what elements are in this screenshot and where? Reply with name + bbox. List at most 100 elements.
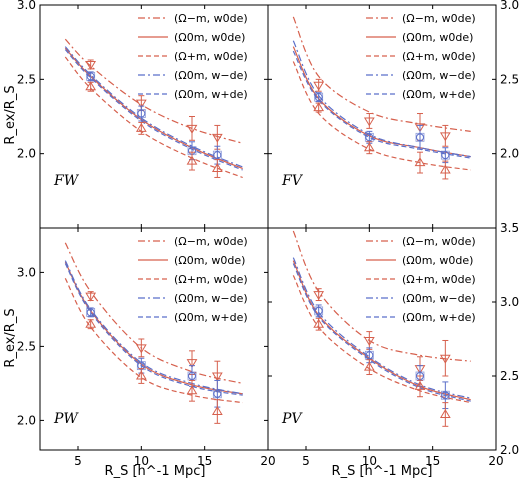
series-line [292,16,471,132]
data-point-marker [314,306,324,316]
data-point-marker [211,163,223,173]
data-point-marker [439,354,451,364]
data-point-marker [212,389,222,399]
legend-label: (Ω−m, w0de) [174,12,248,25]
y-tick-label: 2.0 [500,147,519,161]
legend-label: (Ω0m, w0de) [402,31,473,44]
data-point-marker [314,93,323,102]
data-point-marker [186,124,198,134]
data-point-marker [365,133,374,142]
legend-label: (Ω−m, w0de) [402,235,476,248]
x-tick-label: 15 [425,454,440,468]
x-tick-label: 15 [197,454,212,468]
panel-label: PV [281,411,303,427]
data-point-marker [135,344,147,354]
data-point-marker [415,132,425,142]
data-point-marker [211,372,223,382]
panel-label: FW [53,173,80,189]
data-point-marker [137,109,146,118]
x-tick-label: 20 [260,454,275,468]
legend-label: (Ω0m, w+de) [402,311,476,324]
data-point-marker [85,292,97,302]
panel-label: FV [281,173,304,189]
x-tick-label: 10 [362,454,377,468]
legend-label: (Ω−m, w0de) [402,12,476,25]
y-tick-label: 3.0 [500,0,519,12]
legend-label: (Ω−m, w0de) [174,235,248,248]
panels-layer: 2.0 2.5 3.0 FW (Ω−m, w0de) (Ω0m, w0de) (Ω+m, w… [17,0,519,468]
y-tick-label: 2.0 [500,443,519,457]
data-point-marker [186,155,198,165]
series-line [292,263,471,402]
data-point-marker [414,157,426,167]
x-tick-label: 5 [74,454,82,468]
data-point-marker [86,72,95,81]
data-point-marker [85,60,97,70]
y-tick-label: 2.5 [17,339,36,353]
panel-fw: 2.0 2.5 3.0 FW (Ω−m, w0de) (Ω0m, w0de) (Ω+m, w… [17,0,269,229]
y-tick-label: 2.0 [17,413,36,427]
legend-label: (Ω+m, w0de) [402,273,476,286]
data-point-marker [440,150,450,160]
panel-frame [267,227,497,451]
data-point-marker [440,390,450,400]
data-point-marker [186,385,198,395]
data-point-marker [414,380,426,390]
legend-label: (Ω0m, w−de) [174,69,248,82]
y-tick-label: 2.0 [17,147,36,161]
data-point-marker [85,318,97,328]
data-point-marker [211,406,223,416]
data-point-marker [314,306,323,315]
x-tick-label: 20 [488,454,503,468]
legend-label: (Ω0m, w−de) [174,292,248,305]
legend-label: (Ω+m, w0de) [174,50,248,63]
data-point-marker [136,109,146,118]
data-point-marker [439,409,451,418]
legend-label: (Ω0m, w0de) [402,254,473,267]
legend-label: (Ω0m, w−de) [402,69,476,82]
data-point-marker [213,389,222,398]
data-point-marker [86,308,95,317]
data-point-marker [363,117,375,127]
legend-label: (Ω0m, w+de) [174,311,248,324]
y-tick-label: 2.5 [17,72,36,86]
y-tick-label: 3.5 [500,221,519,235]
x-axis-label: R_S [h^-1 Mpc] [332,464,433,479]
legend-label: (Ω+m, w0de) [174,273,248,286]
y-tick-label: 2.5 [500,369,519,383]
data-point-marker [188,372,196,380]
legend-label: (Ω0m, w+de) [402,88,476,101]
y-tick-label: 3.0 [17,0,36,12]
data-point-marker [365,351,374,360]
panel-pv: 5 10 15 202.0 2.5 3.0 3.5 PV (Ω−m, w0de) (Ω0m, w0… [267,221,519,468]
data-point-marker [313,318,325,328]
legend-label: (Ω0m, w−de) [402,292,476,305]
legend-label: (Ω+m, w0de) [402,50,476,63]
data-point-marker [86,71,96,81]
data-point-marker [363,361,375,371]
data-point-marker [135,99,147,109]
y-tick-label: 3.0 [500,295,519,309]
data-point-marker [135,122,147,132]
panel-pw: 5 10 15 20 2.0 2.5 3.0 PW (Ω−m, w0de) (Ω0m, w0de)… [17,227,276,468]
data-point-marker [186,359,198,369]
legend-label: (Ω0m, w0de) [174,31,245,44]
series-line [64,260,243,395]
legend-label: (Ω0m, w+de) [174,88,248,101]
data-point-marker [314,92,324,102]
data-point-marker [211,133,223,143]
series-line [64,278,243,404]
data-point-marker [439,132,451,142]
y-tick-label: 3.0 [17,265,36,279]
data-point-marker [441,391,450,400]
data-point-marker [414,123,426,133]
data-point-marker [441,151,450,160]
data-point-marker [439,164,451,174]
data-point-marker [135,370,147,380]
x-tick-label: 10 [134,454,149,468]
data-point-marker [213,151,222,160]
y-axis-label: R_ex/R_S [3,85,18,144]
data-point-marker [313,291,325,301]
data-point-marker [313,81,325,91]
